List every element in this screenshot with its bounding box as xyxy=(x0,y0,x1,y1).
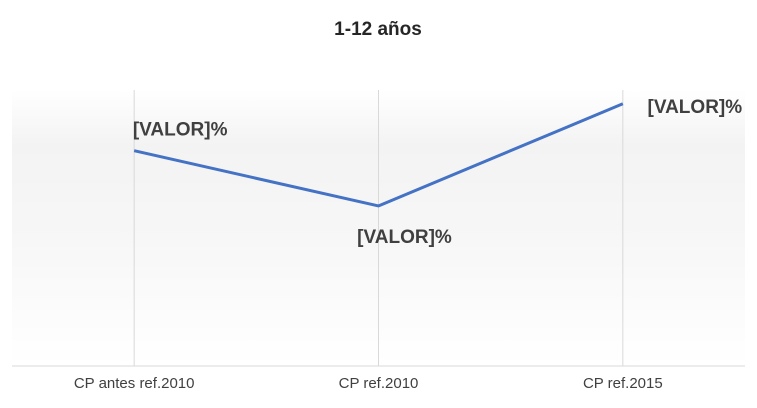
x-tick-label: CP antes ref.2010 xyxy=(74,375,195,392)
data-label: [VALOR]% xyxy=(357,227,452,248)
data-label: [VALOR]% xyxy=(133,120,228,141)
chart-title: 1-12 años xyxy=(334,19,422,40)
x-tick-label: CP ref.2015 xyxy=(583,375,663,392)
data-label: [VALOR]% xyxy=(648,97,743,118)
x-tick-label: CP ref.2010 xyxy=(339,375,419,392)
line xyxy=(133,102,624,208)
